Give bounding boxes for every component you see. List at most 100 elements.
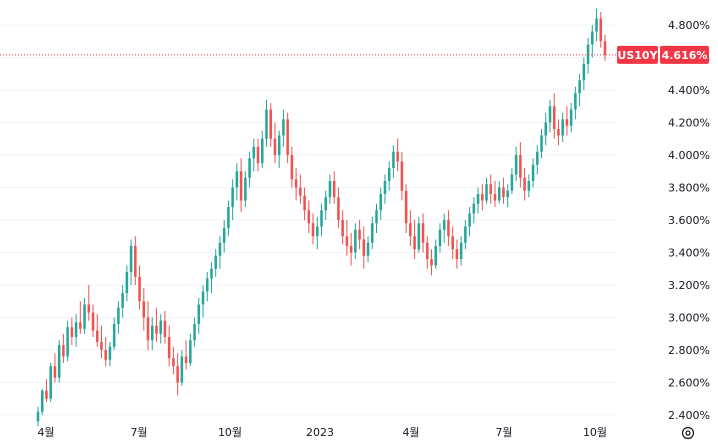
y-tick-label: 2.400% — [668, 409, 710, 422]
candle — [552, 93, 556, 139]
candle — [455, 239, 459, 269]
candle-body — [387, 168, 391, 181]
candle — [544, 112, 548, 146]
candle — [561, 112, 564, 142]
candle — [303, 187, 306, 220]
candle — [193, 317, 196, 347]
candle-body — [231, 187, 234, 207]
candle-body — [341, 220, 344, 237]
candle — [172, 346, 175, 375]
candle-body — [409, 223, 412, 237]
candle — [197, 298, 201, 334]
last-price-label: US10Y 4.616% — [617, 45, 709, 64]
candle — [252, 138, 256, 172]
candle — [557, 119, 560, 146]
candle — [282, 109, 285, 147]
candle-body — [79, 322, 82, 329]
candle-body — [146, 317, 150, 341]
candle-body — [519, 155, 522, 178]
candle-body — [273, 138, 277, 155]
candle-body — [53, 366, 57, 378]
candle — [510, 168, 514, 194]
candle-body — [472, 203, 476, 214]
candle-body — [328, 181, 332, 198]
candle — [260, 130, 264, 168]
candle — [311, 213, 315, 245]
candle — [201, 285, 205, 318]
y-tick-label: 4.800% — [668, 19, 710, 32]
candle — [159, 314, 162, 344]
candle — [104, 337, 107, 367]
candle — [83, 298, 86, 334]
candle — [362, 226, 366, 269]
candle — [40, 389, 44, 415]
candle — [345, 220, 349, 256]
candle — [36, 406, 40, 427]
candle-body — [57, 345, 61, 378]
candle-body — [464, 226, 467, 243]
candle — [569, 103, 573, 133]
candle — [49, 363, 52, 402]
candle-body — [66, 327, 69, 357]
candle-body — [265, 109, 268, 139]
candle — [409, 210, 412, 246]
candle-body — [74, 322, 78, 337]
candle — [404, 184, 408, 233]
candle-body — [540, 135, 543, 152]
candle — [294, 168, 298, 201]
candle — [578, 73, 581, 107]
x-tick-label: 2023 — [306, 426, 334, 439]
candle — [125, 265, 129, 302]
candle — [210, 262, 213, 294]
candle-body — [324, 197, 328, 211]
candle — [341, 210, 344, 245]
candle-body — [83, 304, 86, 329]
candle-body — [104, 350, 107, 360]
candle-body — [197, 304, 201, 324]
candle — [112, 317, 116, 350]
y-tick-label: 3.400% — [668, 247, 710, 260]
candle-body — [277, 135, 281, 155]
candle-body — [489, 184, 493, 194]
candle-body — [578, 80, 581, 94]
candle-body — [332, 181, 336, 198]
candle-body — [286, 119, 289, 155]
candle-body — [510, 174, 514, 191]
candle — [358, 220, 361, 250]
candle — [485, 177, 488, 204]
candle — [235, 163, 239, 201]
candle — [574, 86, 577, 120]
candle — [451, 226, 454, 259]
candle-body — [430, 259, 433, 266]
candle-body — [70, 327, 74, 337]
candle-body — [383, 181, 387, 194]
candle-body — [531, 164, 535, 181]
candle-body — [569, 109, 573, 126]
candle — [205, 272, 209, 302]
candle-body — [40, 390, 44, 412]
settings-icon — [681, 426, 695, 440]
candle — [383, 174, 387, 204]
candle-body — [205, 278, 209, 292]
x-tick-label: 10월 — [218, 426, 242, 439]
candle-body — [565, 119, 569, 126]
candle-body — [108, 346, 112, 360]
candle — [180, 350, 184, 386]
chart-settings-button[interactable] — [681, 426, 695, 440]
candle-body — [400, 161, 404, 191]
candle-body — [451, 236, 454, 250]
candle-body — [434, 246, 438, 266]
candle-body — [514, 155, 518, 175]
candle — [434, 239, 438, 269]
candle — [481, 184, 484, 211]
candle — [523, 168, 526, 201]
y-tick-label: 4.000% — [668, 149, 710, 162]
candle-body — [582, 64, 586, 81]
candle-body — [244, 177, 247, 201]
candle-body — [100, 341, 103, 350]
candle-body — [523, 177, 526, 191]
candle-body — [222, 228, 226, 243]
candle — [129, 239, 133, 285]
candle — [527, 174, 531, 198]
